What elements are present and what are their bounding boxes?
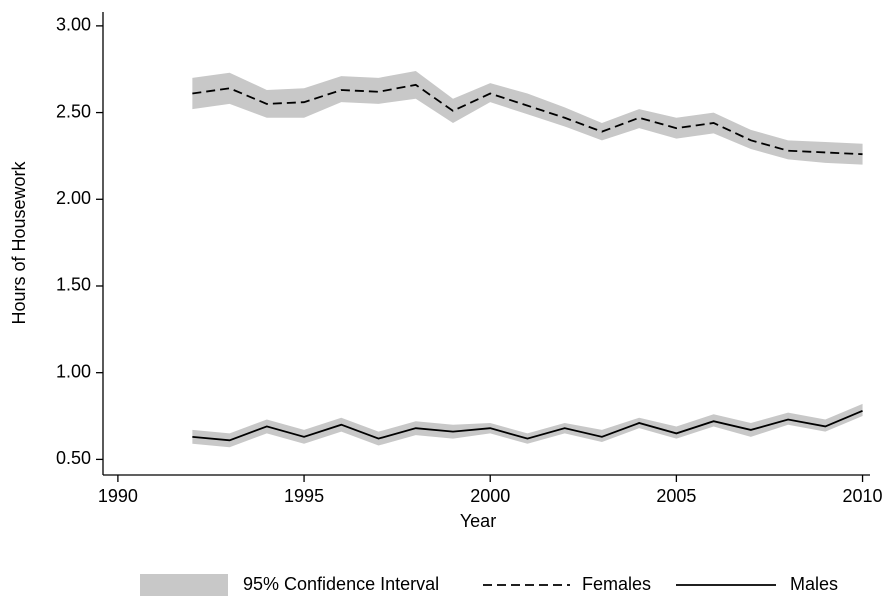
y-axis-label: Hours of Housework xyxy=(9,160,29,324)
y-tick-label: 0.50 xyxy=(56,448,91,468)
legend-label: Females xyxy=(582,574,651,594)
series-line xyxy=(192,410,863,442)
y-tick-label: 1.00 xyxy=(56,361,91,381)
x-tick-label: 2005 xyxy=(656,486,696,506)
legend-label: 95% Confidence Interval xyxy=(243,574,439,594)
series-line xyxy=(192,83,863,156)
x-tick-label: 1990 xyxy=(98,486,138,506)
legend-label: Males xyxy=(790,574,838,594)
x-tick-label: 2010 xyxy=(843,486,883,506)
legend-swatch xyxy=(140,574,228,596)
x-tick-label: 2000 xyxy=(470,486,510,506)
y-tick-label: 1.50 xyxy=(56,275,91,295)
confidence-band xyxy=(192,70,863,165)
confidence-band xyxy=(192,403,863,448)
y-tick-label: 3.00 xyxy=(56,15,91,35)
y-tick-label: 2.50 xyxy=(56,101,91,121)
x-axis-label: Year xyxy=(460,511,496,531)
y-tick-label: 2.00 xyxy=(56,188,91,208)
x-tick-label: 1995 xyxy=(284,486,324,506)
